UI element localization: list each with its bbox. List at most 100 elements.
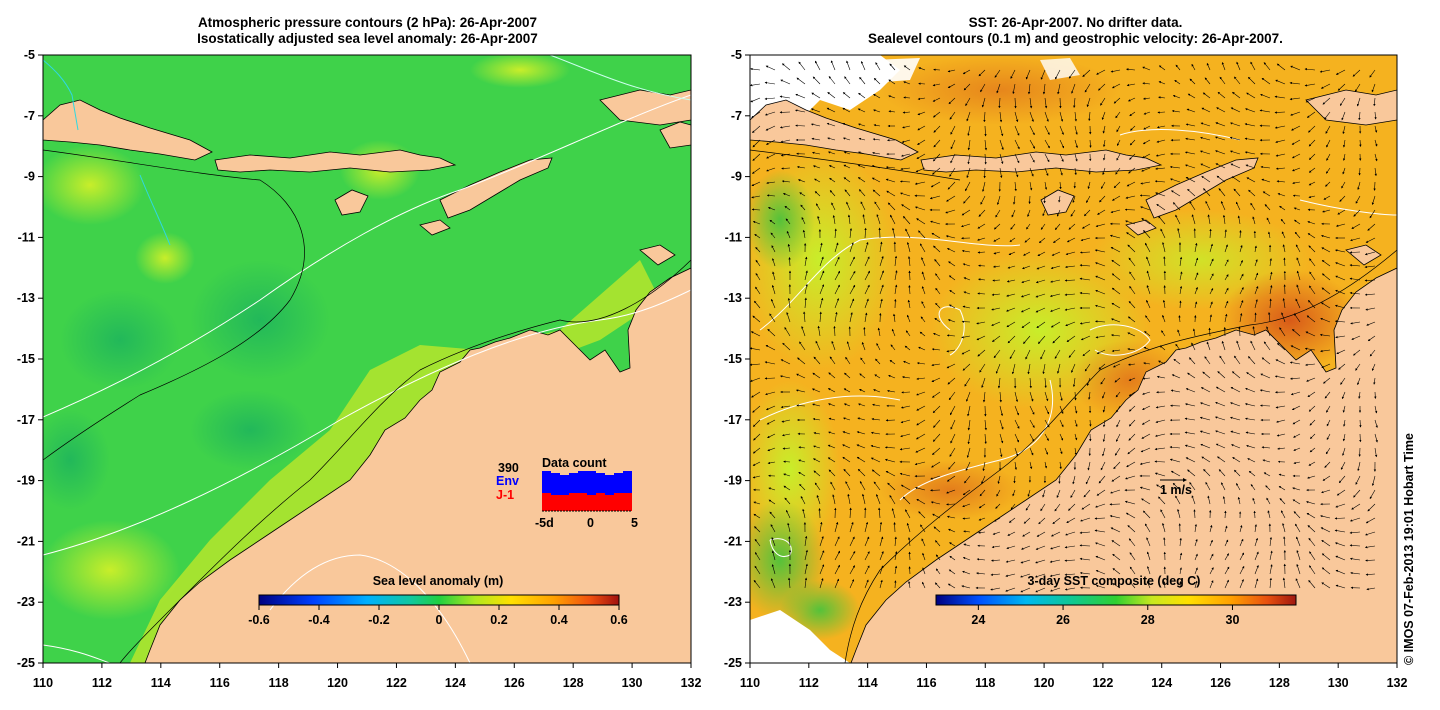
- j1-count-bar: [614, 493, 623, 511]
- lon-tick-label: 126: [504, 676, 525, 690]
- credit-text: © IMOS 07-Feb-2013 19:01 Hobart Time: [1402, 433, 1416, 665]
- lon-tick-label: 112: [799, 676, 819, 690]
- sla-colorbar: Sea level anomaly (m) -0.6 -0.4 -0.2 0 0.2 0.…: [248, 574, 628, 627]
- lat-tick-label: -9: [731, 170, 742, 184]
- lat-tick-label: -15: [724, 352, 742, 366]
- velocity-scale: 1 m/s: [1160, 478, 1192, 497]
- data-count-total: 390: [498, 461, 519, 475]
- lat-tick-label: -15: [17, 352, 35, 366]
- lon-tick-label: 118: [269, 676, 289, 690]
- axis-ticks: 110 112 114 116 118 120 122 124 126 128 130 132 -5 -7…: [17, 48, 1408, 690]
- colorbar-tick-label: -0.6: [248, 613, 270, 627]
- lat-tick-label: -19: [17, 474, 35, 488]
- lon-tick-label: 122: [1092, 676, 1113, 690]
- data-count-tick-zero: 0: [587, 516, 594, 530]
- lon-tick-label: 110: [740, 676, 760, 690]
- lon-tick-label: 130: [1328, 676, 1349, 690]
- colorbar-tick-label: 24: [971, 613, 985, 627]
- lon-tick-label: 120: [1034, 676, 1055, 690]
- env-count-bar: [605, 475, 614, 495]
- colorbar-tick-label: 26: [1056, 613, 1070, 627]
- lon-tick-label: 116: [916, 676, 936, 690]
- lon-tick-label: 118: [975, 676, 995, 690]
- data-count-title: Data count: [542, 456, 607, 470]
- australia-land: [144, 267, 691, 663]
- lon-tick-label: 128: [563, 676, 584, 690]
- j1-count-bar: [587, 495, 596, 511]
- env-count-bar: [614, 473, 623, 493]
- lat-tick-label: -17: [17, 413, 35, 427]
- pressure-contours: [43, 55, 691, 663]
- lat-tick-label: -25: [724, 656, 742, 670]
- lat-tick-label: -21: [724, 534, 742, 548]
- lat-tick-label: -25: [17, 656, 35, 670]
- lon-tick-label: 112: [92, 676, 112, 690]
- lat-tick-label: -11: [18, 230, 35, 244]
- island-group-sst: [750, 89, 1397, 266]
- island-group: [43, 89, 691, 266]
- colorbar-tick-label: 0.6: [610, 613, 627, 627]
- env-count-bar: [578, 471, 587, 493]
- lat-tick-label: -21: [17, 534, 35, 548]
- lon-tick-label: 126: [1210, 676, 1231, 690]
- left-title-line2: Isostatically adjusted sea level anomaly…: [197, 31, 538, 46]
- geostrophic-velocity-arrows: [750, 60, 1378, 593]
- right-title-line1: SST: 26-Apr-2007. No drifter data.: [968, 15, 1183, 30]
- colorbar-tick-label: 28: [1141, 613, 1155, 627]
- env-count-bar: [542, 471, 551, 493]
- env-count-bar: [623, 471, 632, 493]
- lon-tick-label: 124: [1151, 676, 1172, 690]
- colorbar-tick-label: 0: [436, 613, 443, 627]
- data-count-tick-min: -5d: [535, 516, 554, 530]
- right-map-title: SST: 26-Apr-2007. No drifter data. Seale…: [748, 15, 1403, 47]
- lon-tick-label: 130: [622, 676, 643, 690]
- lon-tick-label: 124: [445, 676, 466, 690]
- lat-tick-label: -13: [724, 291, 742, 305]
- lat-tick-label: -19: [724, 474, 742, 488]
- env-count-bar: [560, 475, 569, 495]
- env-count-bar: [551, 473, 560, 495]
- lon-tick-label: 110: [33, 676, 53, 690]
- lat-tick-label: -11: [725, 230, 742, 244]
- j1-count-bar: [542, 493, 551, 511]
- lat-tick-label: -7: [731, 109, 742, 123]
- env-label: Env: [496, 474, 519, 488]
- j1-count-bar: [551, 495, 560, 511]
- sla-map: [43, 55, 691, 663]
- colorbar-tick-label: 0.2: [490, 613, 507, 627]
- env-count-bar: [596, 473, 605, 493]
- lat-tick-label: -5: [24, 48, 35, 62]
- sealevel-contours: [759, 129, 1397, 557]
- j1-count-bar: [623, 493, 632, 511]
- colorbar-tick-label: -0.2: [368, 613, 390, 627]
- env-count-bar: [569, 473, 578, 493]
- sst-colorbar: 3-day SST composite (deg C) 24 26 28 30: [935, 574, 1297, 627]
- left-title-line1: Atmospheric pressure contours (2 hPa): 2…: [197, 15, 538, 30]
- colorbar-tick-label: -0.4: [308, 613, 330, 627]
- lon-tick-label: 120: [327, 676, 348, 690]
- lon-tick-label: 132: [1387, 676, 1408, 690]
- lon-tick-label: 128: [1269, 676, 1290, 690]
- env-count-bar: [587, 471, 596, 495]
- lat-tick-label: -7: [24, 109, 35, 123]
- j1-count-bar: [569, 493, 578, 511]
- j1-label: J-1: [496, 488, 514, 502]
- lat-tick-label: -17: [724, 413, 742, 427]
- j1-count-bar: [578, 493, 587, 511]
- data-count-inset: 390 Env J-1 Data count -5d 0 5: [496, 456, 638, 530]
- velocity-scale-label: 1 m/s: [1160, 483, 1192, 497]
- lat-tick-label: -5: [731, 48, 742, 62]
- lon-tick-label: 114: [858, 676, 878, 690]
- lat-tick-label: -13: [17, 291, 35, 305]
- j1-count-bar: [560, 495, 569, 511]
- j1-count-bar: [605, 495, 614, 511]
- colorbar-tick-label: 0.4: [550, 613, 567, 627]
- data-count-tick-max: 5: [631, 516, 638, 530]
- sst-map: [750, 55, 1397, 663]
- sst-bathymetry: [750, 149, 1397, 663]
- australia-land-sst: [850, 267, 1397, 663]
- j1-count-bar: [596, 493, 605, 511]
- lat-tick-label: -23: [17, 595, 35, 609]
- colorbar-tick-label: 30: [1226, 613, 1240, 627]
